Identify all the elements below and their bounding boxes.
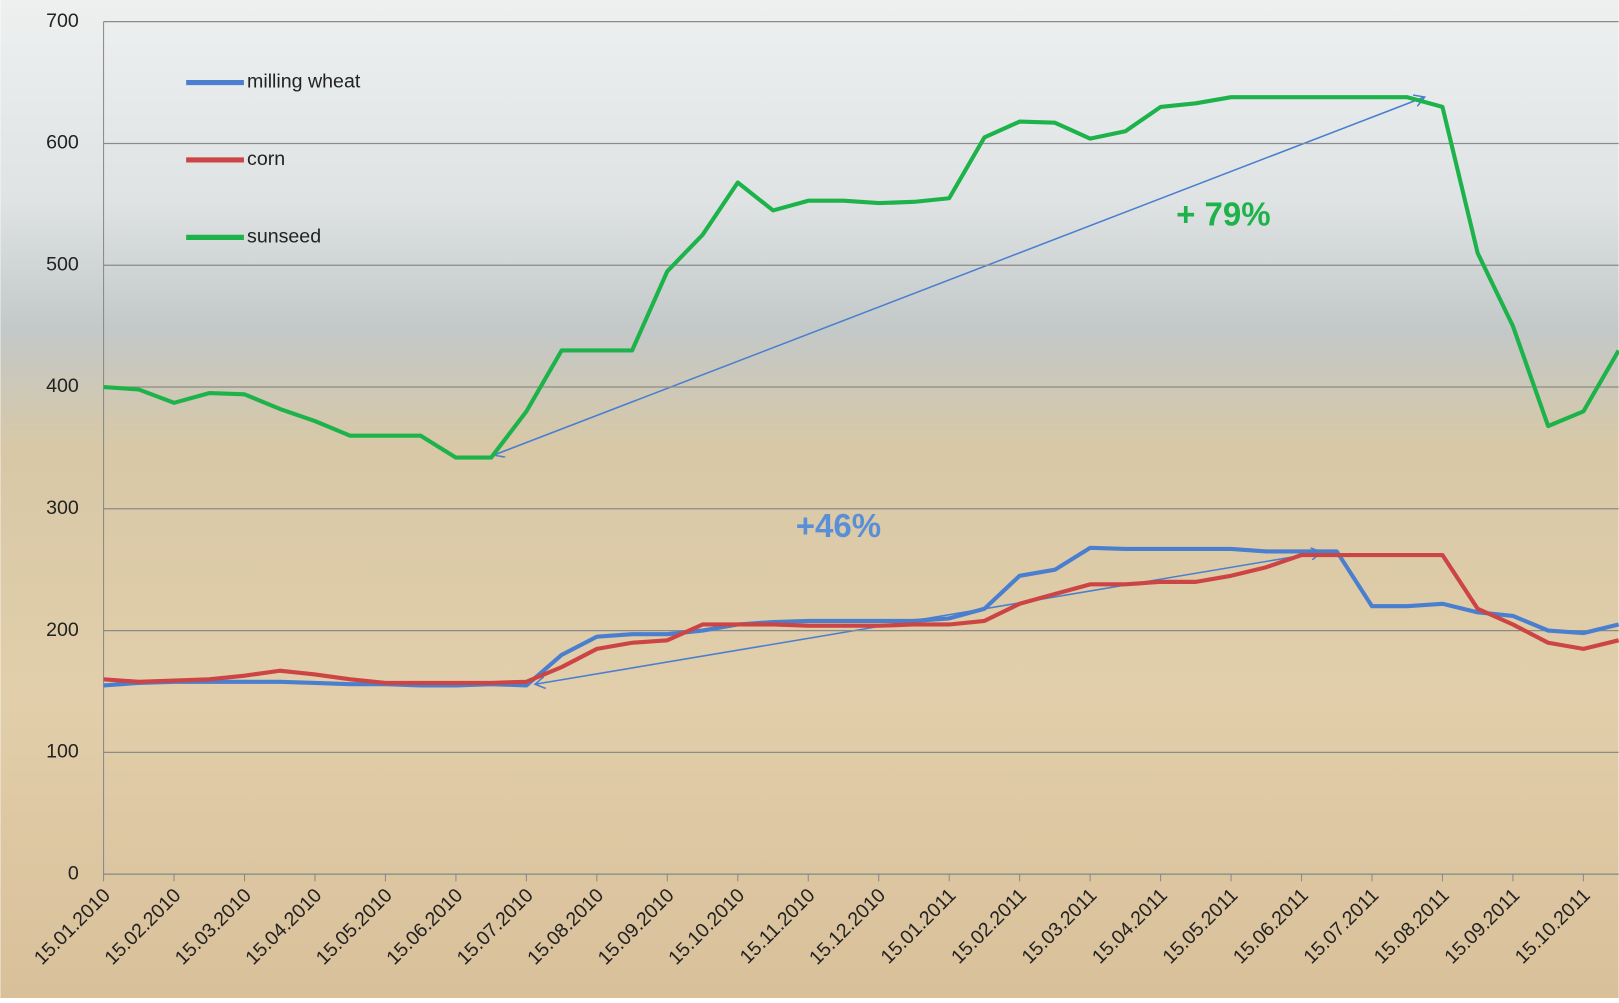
y-tick-label: 100 bbox=[46, 741, 79, 763]
annotation: +46% bbox=[796, 507, 881, 544]
legend-label: corn bbox=[247, 148, 285, 170]
y-tick-label: 200 bbox=[46, 619, 79, 641]
y-tick-label: 400 bbox=[46, 375, 79, 397]
annotation: + 79% bbox=[1176, 195, 1271, 232]
line bbox=[103, 552, 1619, 685]
y-tick-label: 600 bbox=[46, 132, 79, 154]
legend-label: sunseed bbox=[247, 226, 321, 248]
legend-label: milling wheat bbox=[247, 71, 361, 93]
y-tick-label: 700 bbox=[46, 10, 79, 32]
y-tick-label: 300 bbox=[46, 497, 79, 519]
arrow bbox=[494, 97, 1425, 455]
y-tick-label: 0 bbox=[68, 862, 79, 884]
line bbox=[103, 545, 1619, 688]
line bbox=[103, 95, 1619, 460]
y-tick-label: 500 bbox=[46, 253, 79, 275]
